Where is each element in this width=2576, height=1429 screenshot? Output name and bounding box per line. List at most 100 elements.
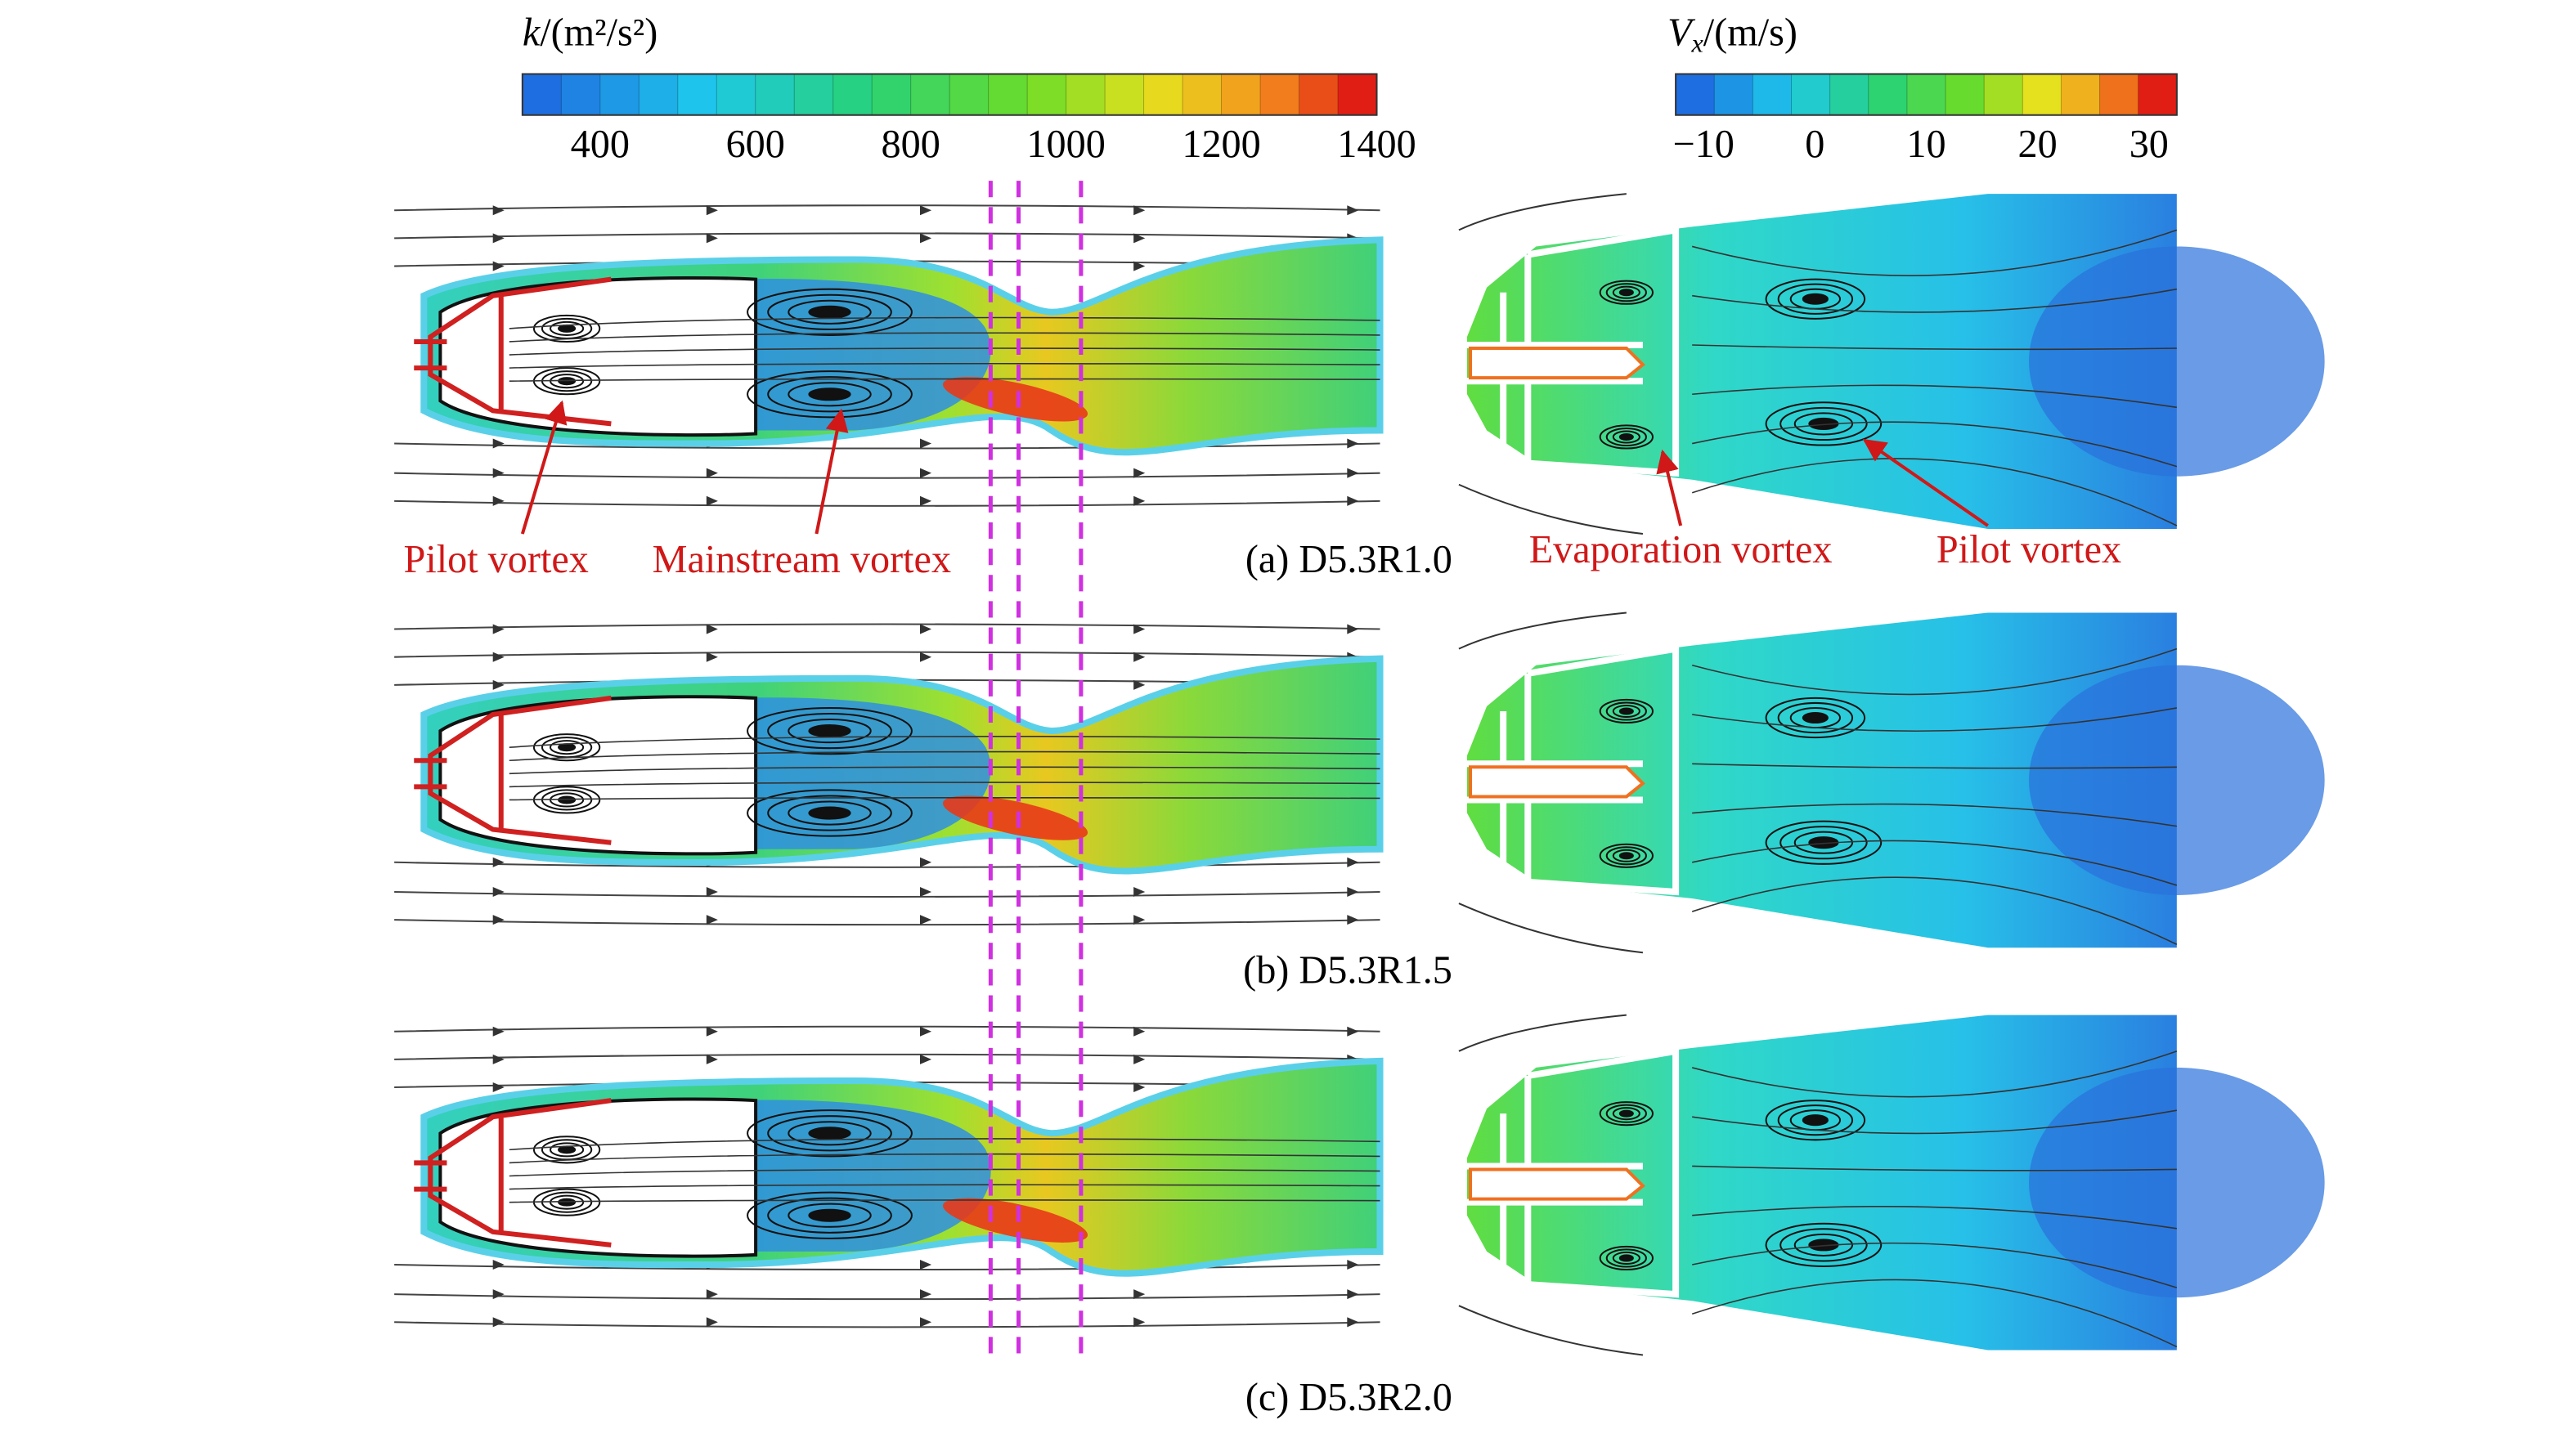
vortex-line bbox=[1793, 412, 1854, 436]
panel-caption: (a) D5.3R1.0 bbox=[1245, 538, 1452, 581]
annotation-arrow bbox=[815, 408, 849, 535]
streamline bbox=[509, 1199, 1380, 1203]
vortex-line bbox=[788, 800, 872, 826]
colorbar-segment bbox=[2060, 74, 2101, 116]
vortex-line bbox=[558, 324, 577, 333]
vortex-line bbox=[558, 743, 577, 752]
streamline bbox=[509, 782, 1380, 788]
vortex-line bbox=[1793, 1233, 1854, 1257]
streamline bbox=[1692, 1242, 2178, 1288]
streamline-arrow bbox=[920, 1317, 932, 1328]
streamline bbox=[394, 1263, 1380, 1271]
low-k-zone bbox=[730, 1100, 991, 1252]
streamline-arrow bbox=[920, 1054, 932, 1064]
streamline bbox=[509, 750, 1380, 762]
vortex-line bbox=[1777, 701, 1854, 734]
streamline-arrow bbox=[706, 624, 718, 634]
colorbar-segment bbox=[910, 74, 951, 116]
vortex-line bbox=[788, 382, 872, 407]
streamline-arrow bbox=[1347, 1317, 1359, 1328]
streamline-arrow bbox=[706, 495, 718, 506]
streamline-arrow bbox=[492, 495, 505, 506]
streamline bbox=[509, 362, 1380, 369]
streamline bbox=[509, 316, 1380, 329]
streamline bbox=[1458, 1014, 1627, 1052]
streamline-arrow bbox=[492, 468, 505, 478]
panel bbox=[394, 1014, 2325, 1356]
streamline-arrow bbox=[1133, 495, 1146, 506]
vortex-line bbox=[1618, 432, 1634, 441]
vortex-line bbox=[1618, 852, 1634, 860]
vortex-line bbox=[808, 806, 851, 820]
streamline-arrow bbox=[920, 495, 932, 506]
streamline bbox=[394, 499, 1380, 507]
colorbar-segment bbox=[1752, 74, 1793, 116]
streamline-arrow bbox=[920, 915, 932, 925]
vortex-line bbox=[1802, 293, 1829, 305]
vortex-line bbox=[1599, 280, 1654, 305]
streamline-arrow bbox=[706, 233, 718, 244]
vortex-line bbox=[532, 1136, 601, 1164]
vortex-line bbox=[558, 1145, 577, 1154]
streamline bbox=[394, 890, 1380, 898]
colorbar: k/(m²/s²) 400 600 800 1000 1200 1400 bbox=[521, 11, 1416, 166]
annotation: Evaporation vortex bbox=[1529, 528, 1833, 571]
streamline bbox=[394, 204, 1380, 212]
streamline-arrow bbox=[920, 652, 932, 662]
streamline-arrow bbox=[1347, 495, 1359, 506]
vortex-line bbox=[767, 1197, 892, 1234]
colorbar-tick-label: 30 bbox=[2129, 123, 2169, 166]
streamline bbox=[1458, 483, 1644, 535]
colorbar-segment bbox=[832, 74, 873, 116]
colorbar-segment bbox=[1713, 74, 1754, 116]
vortex-line bbox=[549, 320, 585, 336]
streamline bbox=[1692, 803, 2177, 827]
streamline bbox=[509, 347, 1380, 356]
symbol: V bbox=[1667, 11, 1696, 54]
reverse-flow-zone bbox=[2029, 665, 2325, 895]
streamline-arrow bbox=[706, 468, 718, 478]
streamline bbox=[509, 796, 1380, 801]
streamline bbox=[394, 1293, 1380, 1301]
colorbar-segment bbox=[1983, 74, 2024, 116]
panels bbox=[394, 193, 2325, 1356]
annotation-arrow bbox=[520, 400, 568, 535]
reverse-flow-zone bbox=[2029, 1067, 2325, 1298]
vortex-line bbox=[1777, 283, 1854, 315]
colorbar-tick-label: 1200 bbox=[1182, 123, 1260, 166]
colorbar-segment bbox=[599, 74, 640, 116]
streamline-arrow bbox=[492, 1026, 505, 1037]
vortex-line bbox=[1765, 278, 1866, 320]
colorbar-tick-label: 20 bbox=[2018, 123, 2058, 166]
vortex-line bbox=[808, 1208, 851, 1222]
colorbar-segment bbox=[871, 74, 912, 116]
streamline bbox=[1691, 229, 2178, 276]
vortex-line bbox=[1779, 826, 1868, 860]
streamline-arrow bbox=[492, 857, 505, 867]
vortex-line bbox=[788, 1203, 872, 1228]
colorbar-segment bbox=[2138, 74, 2178, 116]
streamline-arrow bbox=[920, 438, 932, 449]
vortex-line bbox=[1612, 704, 1640, 719]
vortex-line bbox=[532, 733, 601, 762]
streamline bbox=[1458, 611, 1627, 650]
vortex-line bbox=[747, 706, 913, 755]
vortex-line bbox=[1777, 1104, 1854, 1136]
streamline bbox=[394, 232, 1380, 240]
unit: /(m/s) bbox=[1703, 11, 1797, 54]
colorbar-segment bbox=[1299, 74, 1340, 116]
streamline bbox=[1692, 1165, 2177, 1171]
streamline-arrow bbox=[1347, 857, 1359, 867]
vortex-line bbox=[1612, 285, 1640, 299]
vortex-line bbox=[1599, 424, 1654, 450]
colorbar-frame bbox=[1675, 73, 2178, 116]
colorbar-segment bbox=[949, 74, 990, 116]
nozzle bbox=[414, 695, 612, 845]
streamline-arrow bbox=[1133, 1026, 1146, 1037]
streamline bbox=[1691, 458, 2178, 526]
vortex-line bbox=[788, 299, 872, 325]
colorbar-segment bbox=[1337, 74, 1378, 116]
streamline bbox=[509, 332, 1380, 343]
streamline-arrow bbox=[706, 1054, 718, 1064]
streamline-arrow bbox=[1133, 261, 1146, 271]
